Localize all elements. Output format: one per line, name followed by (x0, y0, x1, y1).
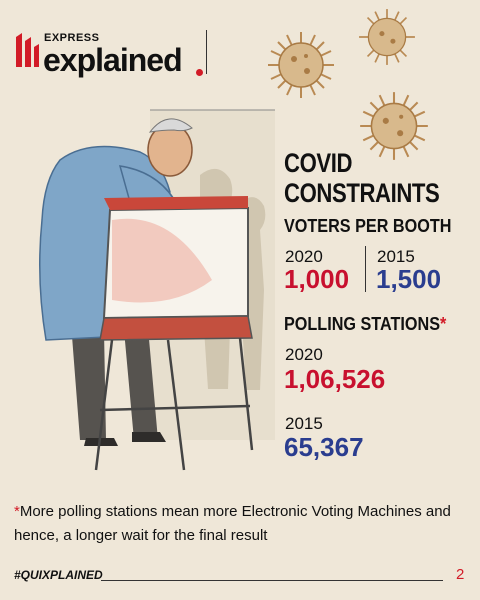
voters-per-booth-label: VOTERS PER BOOTH (284, 216, 452, 236)
voters-2015-value: 1,500 (376, 264, 442, 294)
footer-rule (101, 580, 443, 581)
polling-stations-label: POLLING STATIONS* (284, 314, 446, 335)
flame-icon (16, 33, 39, 67)
stations-2020-value: 1,06,526 (284, 364, 386, 394)
heading-line1: COVID (284, 148, 353, 178)
voters-2020-year: 2020 (285, 247, 323, 266)
brand-dot (196, 69, 203, 76)
brand-explained: explained (43, 42, 183, 78)
heading-line2: CONSTRAINTS (284, 178, 440, 208)
footnote: *More polling stations mean more Electro… (14, 500, 470, 548)
stations-2020-year: 2020 (285, 345, 323, 364)
stations-2015-year: 2015 (285, 414, 323, 433)
voters-2020-value: 1,000 (284, 264, 350, 294)
heading: COVID CONSTRAINTS (284, 148, 440, 208)
page-number: 2 (456, 566, 465, 583)
asterisk-marker: * (440, 314, 447, 334)
virus-icon (360, 92, 428, 160)
virus-icon (268, 32, 334, 98)
year-divider (365, 246, 366, 292)
brand-divider (206, 30, 207, 74)
voters-2015-year: 2015 (377, 247, 415, 266)
polling-stations-label-text: POLLING STATIONS (284, 314, 441, 334)
stations-2015-value: 65,367 (284, 432, 364, 462)
hashtag: #QUIXPLAINED (14, 568, 103, 582)
virus-icon (359, 9, 415, 65)
voter-illustration (39, 109, 275, 471)
brand-express: EXPRESS (44, 32, 100, 44)
footnote-text: More polling stations mean more Electron… (14, 503, 451, 544)
footnote-marker: * (14, 503, 20, 520)
